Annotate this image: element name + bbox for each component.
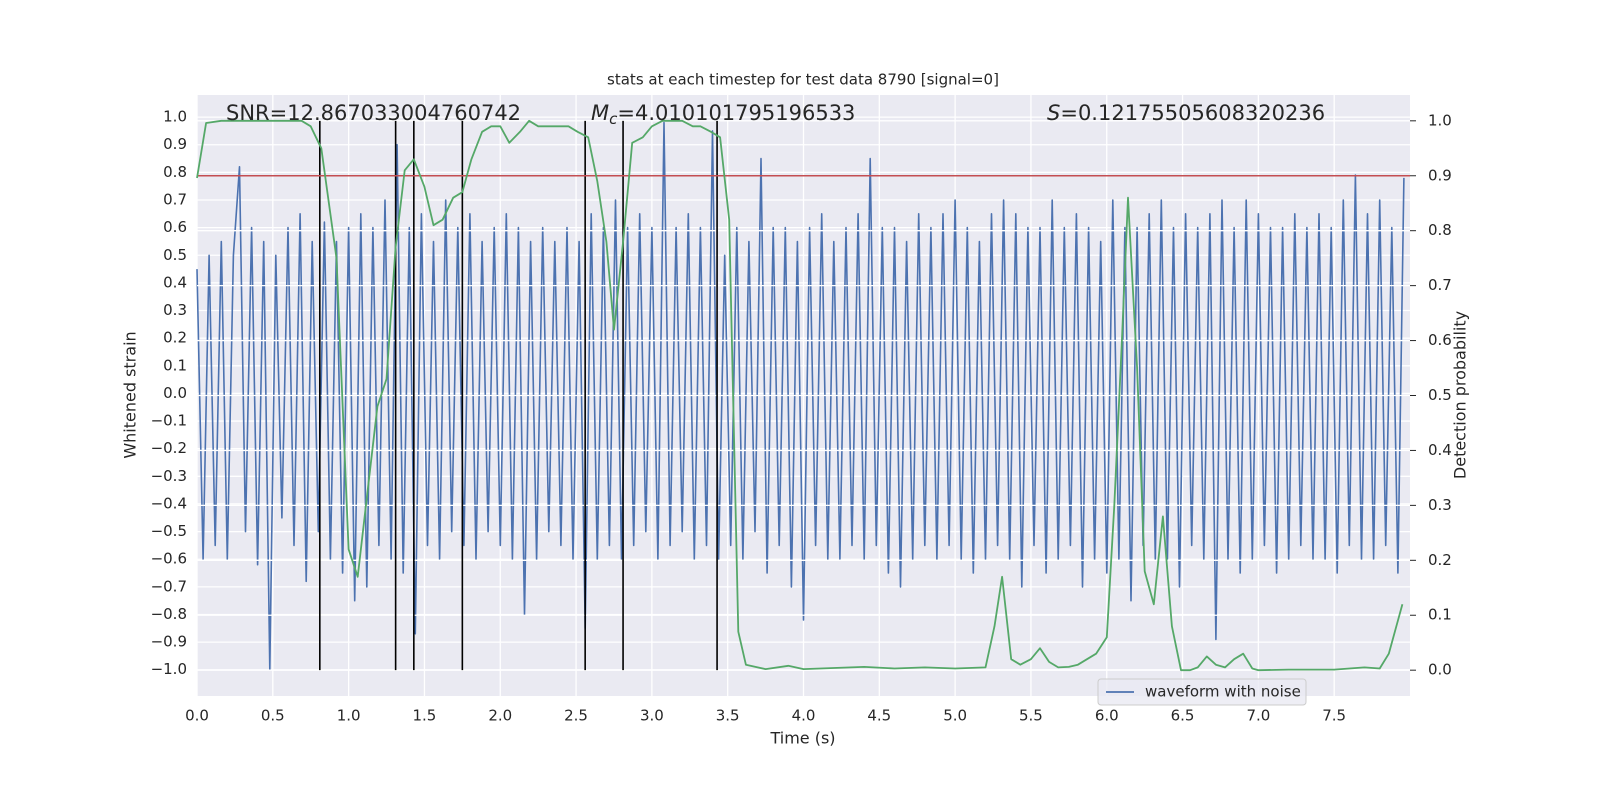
legend-box: [1097, 678, 1307, 706]
y-tick-label: −0.2: [151, 439, 187, 457]
x-tick-label: 6.5: [1171, 707, 1195, 725]
x-tick-label: 3.5: [716, 707, 740, 725]
x-tick-label: 0.0: [185, 707, 209, 725]
y-tick-label: 0.6: [163, 218, 187, 236]
x-tick-label: 4.0: [792, 707, 816, 725]
series-line: [196, 121, 1405, 671]
y-tick-label: 0.5: [163, 246, 187, 264]
x-tick-label: 7.5: [1322, 707, 1346, 725]
y-tick-label: 0.8: [163, 163, 187, 181]
series-line: [196, 119, 1404, 672]
x-tick-label: 2.5: [564, 707, 588, 725]
y-tick-label: −0.5: [151, 522, 187, 540]
y2-tick-label: 0.2: [1428, 551, 1452, 569]
y-tick-label: 0.2: [163, 329, 187, 347]
x-tick-label: 6.0: [1095, 707, 1119, 725]
x-tick-label: 5.5: [1019, 707, 1043, 725]
y-tick-label: 0.9: [163, 135, 187, 153]
y2-tick-label: 0.0: [1428, 661, 1452, 679]
x-tick-label: 5.0: [943, 707, 967, 725]
y-tick-label: −0.3: [151, 467, 187, 485]
annotation-text: =4.010101795196533: [617, 101, 855, 125]
y-tick-label: 0.4: [163, 273, 187, 291]
annotation: S=0.12175505608320236: [1047, 101, 1325, 125]
annotation-symbol: S: [1047, 101, 1060, 125]
y-axis-label: Whitened strain: [121, 331, 140, 458]
y-tick-label: −1.0: [151, 660, 187, 678]
y-tick-label: −0.8: [151, 605, 187, 623]
y2-tick-label: 0.3: [1428, 496, 1452, 514]
y2-tick-label: 0.6: [1428, 331, 1452, 349]
x-axis-label: Time (s): [769, 729, 835, 748]
x-tick-label: 4.5: [867, 707, 891, 725]
chart-title: stats at each timestep for test data 879…: [607, 71, 999, 89]
x-tick-label: 1.0: [337, 707, 361, 725]
x-tick-label: 1.5: [413, 707, 437, 725]
y2-tick-label: 0.5: [1428, 386, 1452, 404]
y-tick-label: 0.0: [163, 384, 187, 402]
y2-tick-label: 0.8: [1428, 221, 1452, 239]
x-tick-label: 0.5: [261, 707, 285, 725]
y-tick-label: 1.0: [163, 108, 187, 126]
y-tick-label: −0.7: [151, 577, 187, 595]
y-tick-label: −0.9: [151, 633, 187, 651]
annotation: SNR=12.867033004760742: [226, 101, 521, 125]
x-tick-label: 3.0: [640, 707, 664, 725]
y-tick-label: −0.4: [151, 494, 187, 512]
y-tick-label: −0.6: [151, 550, 187, 568]
annotation-text: SNR=12.867033004760742: [226, 101, 521, 125]
y-tick-label: 0.3: [163, 301, 187, 319]
annotation-text: =0.12175505608320236: [1060, 101, 1325, 125]
y2-tick-label: 0.4: [1428, 441, 1452, 459]
y2-axis-label: Detection probability: [1451, 311, 1470, 479]
x-tick-label: 7.0: [1246, 707, 1270, 725]
annotation-symbol: M: [591, 101, 609, 125]
x-tick-label: 2.0: [488, 707, 512, 725]
y-tick-label: −0.1: [151, 412, 187, 430]
legend-label: waveform with noise: [1145, 683, 1301, 701]
annotation: Mc=4.010101795196533: [591, 101, 855, 128]
y-tick-label: 0.1: [163, 356, 187, 374]
y-tick-label: 0.7: [163, 191, 187, 209]
y2-tick-label: 0.7: [1428, 276, 1452, 294]
y2-tick-label: 0.9: [1428, 166, 1452, 184]
y2-tick-label: 1.0: [1428, 111, 1452, 129]
y2-tick-label: 0.1: [1428, 606, 1452, 624]
annotation-subscript: c: [609, 110, 618, 128]
